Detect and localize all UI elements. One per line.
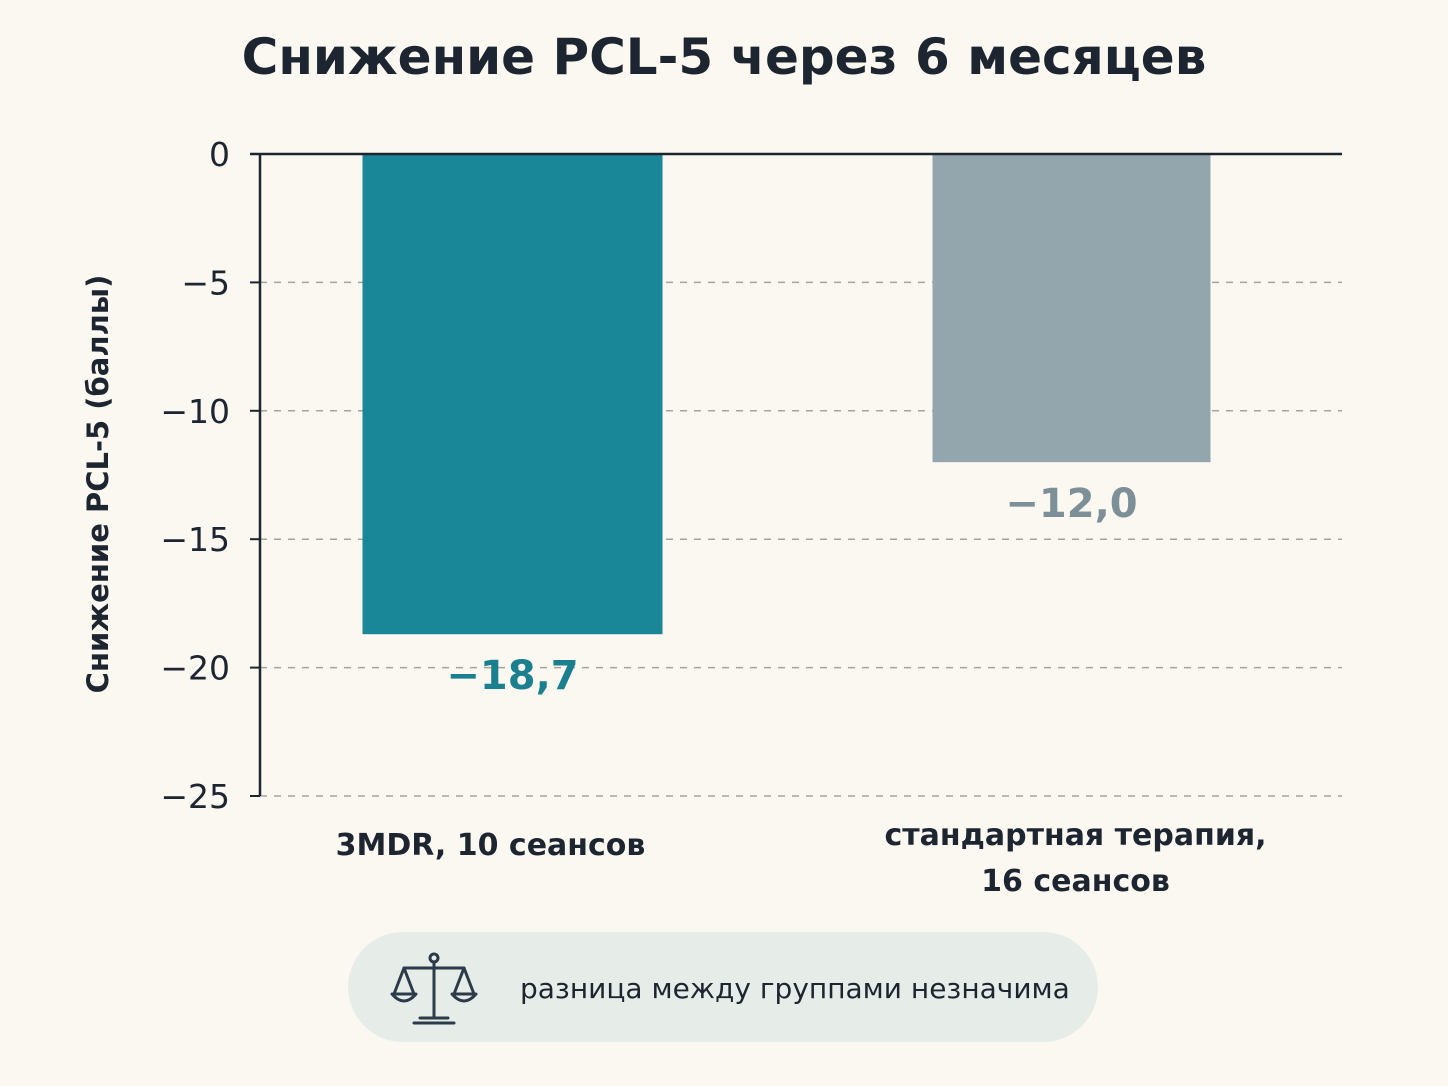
chart-title: Снижение PCL-5 через 6 месяцев [241, 28, 1207, 86]
bar [362, 154, 663, 635]
chart-labels: 0 −5 −10 −15 −20 −25 −18,7 −12,0 3MDR, 10 сеансо… [81, 135, 1267, 899]
bars [362, 154, 1211, 635]
bar [932, 154, 1211, 463]
note-text: разница между группами незначима [520, 972, 1070, 1005]
data-label: −12,0 [1005, 481, 1137, 527]
y-axis-label: Снижение PCL-5 (баллы) [81, 275, 115, 694]
y-tick-label: −20 [160, 649, 230, 688]
scales-icon [390, 952, 478, 1025]
axes [250, 152, 1342, 797]
x-category-label: 3MDR, 10 сеансов [336, 828, 646, 863]
data-label: −18,7 [446, 653, 578, 699]
y-tick-label: −15 [160, 520, 230, 559]
y-tick-label: −5 [181, 263, 230, 302]
y-tick-label: 0 [209, 135, 230, 174]
x-category-label: стандартная терапия, [884, 818, 1266, 853]
x-category-label: 16 сеансов [981, 864, 1170, 899]
significance-note: разница между группами незначима [348, 932, 1098, 1042]
y-tick-label: −25 [160, 777, 230, 816]
y-tick-label: −10 [160, 392, 230, 431]
